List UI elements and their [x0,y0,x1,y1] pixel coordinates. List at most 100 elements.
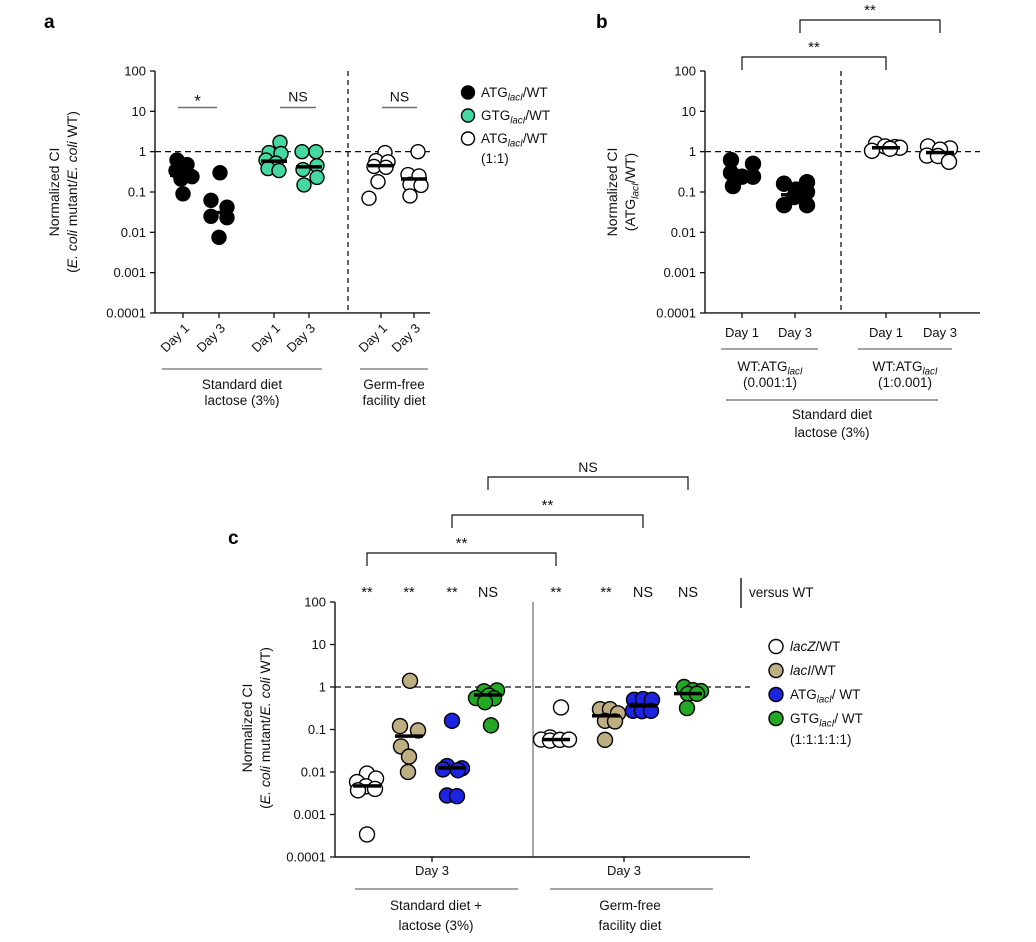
data-point [391,717,409,735]
column-significance-label: ** [361,585,373,601]
data-point [309,169,325,186]
data-point [271,162,287,179]
median-bar [592,714,620,718]
data-point [448,787,466,805]
y-tick-label: 1 [319,680,326,695]
y-axis-label: Normalized CI [604,148,620,237]
panel-b: 100 10 1 0.1 0.01 0.001 0.0001 Day 1 Day 3 Day 1 D… [604,2,980,440]
median-bar [401,177,427,181]
significance-label: NS [578,459,597,475]
section-label: Germ-free [363,377,425,392]
data-point [482,717,500,734]
data-point [361,190,377,206]
panel-c-group-1 [391,672,427,781]
data-point [211,229,227,246]
column-significance-label: ** [446,585,458,601]
x-tick-label: Day 1 [248,320,283,355]
legend-label: GTGlacI/WT [481,108,550,127]
section-label: Standard diet [202,377,283,392]
data-point [724,177,742,195]
panel-c-group-5 [591,701,627,749]
section-label: Germ-free [599,898,661,913]
legend-label: ATGlacI/WT [481,85,548,104]
y-tick-label: 1 [139,144,146,159]
column-significance-label: ** [600,585,612,601]
median-bar [296,165,322,169]
data-point [296,177,312,193]
y-axis-label: (E. coli mutant/E. coli WT) [257,647,273,809]
significance-label: ** [542,497,554,514]
y-axis-label: Normalized CI [239,684,255,773]
subgroup-ratio-label: (1:0.001) [878,375,932,390]
median-bar [206,210,232,215]
y-tick-label: 0.0001 [106,305,146,320]
section-label: lactose (3%) [204,393,279,408]
y-tick-label: 1 [689,144,696,159]
panel-c-group-7 [674,678,710,717]
significance-label: NS [288,89,307,105]
panel-a-group-0 [168,152,200,202]
y-tick-label: 100 [124,64,146,79]
data-point [744,168,762,185]
x-tick-label: Day 1 [725,325,759,340]
y-tick-label: 0.1 [308,722,326,737]
significance-bracket [741,56,887,70]
data-point [366,780,384,798]
data-point [402,188,418,204]
data-point [940,153,958,171]
y-tick-label: 0.0001 [656,305,696,320]
legend-label-extra: (1:1:1:1:1) [790,732,852,747]
data-point [409,722,427,739]
significance-bracket [366,552,557,566]
legend-label: ATGlacI/WT [481,131,548,150]
panel-c-label: c [228,528,239,549]
column-significance-label: ** [550,585,562,601]
column-significance-label: NS [633,585,653,601]
legend-label: lacZ/WT [790,639,840,654]
data-point [552,699,570,716]
y-tick-label: 100 [674,64,696,79]
data-point [449,762,467,779]
median-bar [170,173,196,178]
y-axis-label: Normalized CI [46,148,62,237]
panel-a-group-1 [203,165,235,246]
panel-b-group-1 [775,173,816,214]
median-bar [926,150,954,155]
section-label: lactose (3%) [794,425,869,440]
section-label: facility diet [362,393,425,408]
legend-label-extra: (1:1) [481,151,509,166]
panel-a-label: a [44,12,55,33]
x-tick-label: Day 3 [193,320,228,355]
panel-b-group-0 [722,151,762,195]
panel-a-group-5 [400,143,429,204]
data-point [401,672,419,689]
significance-bracket [451,514,644,528]
data-point [410,143,426,160]
data-point [308,143,324,160]
legend-label: ATGlacI/ WT [790,687,860,706]
median-bar [353,784,381,788]
section-label: Standard diet [792,407,873,422]
median-bar [781,193,809,197]
data-point [399,763,417,781]
y-tick-label: 0.01 [671,225,696,240]
legend-marker [768,686,784,703]
significance-label: ** [456,535,468,552]
significance-bracket [487,476,689,490]
y-tick-label: 0.01 [301,765,326,780]
panel-a-group-3 [294,143,325,193]
panel-a-group-4 [361,144,396,206]
section-label: Standard diet + [390,898,482,913]
subgroup-label: WT:ATGlacI [737,359,802,378]
panel-c-group-4 [532,699,578,749]
median-bar [395,734,423,738]
data-point [443,712,461,730]
column-significance-label: NS [478,585,498,601]
legend-marker [460,85,476,100]
x-tick-label: Day 3 [283,320,318,355]
significance-label: NS [390,89,409,105]
y-tick-label: 10 [132,104,146,119]
median-bar [872,146,900,150]
